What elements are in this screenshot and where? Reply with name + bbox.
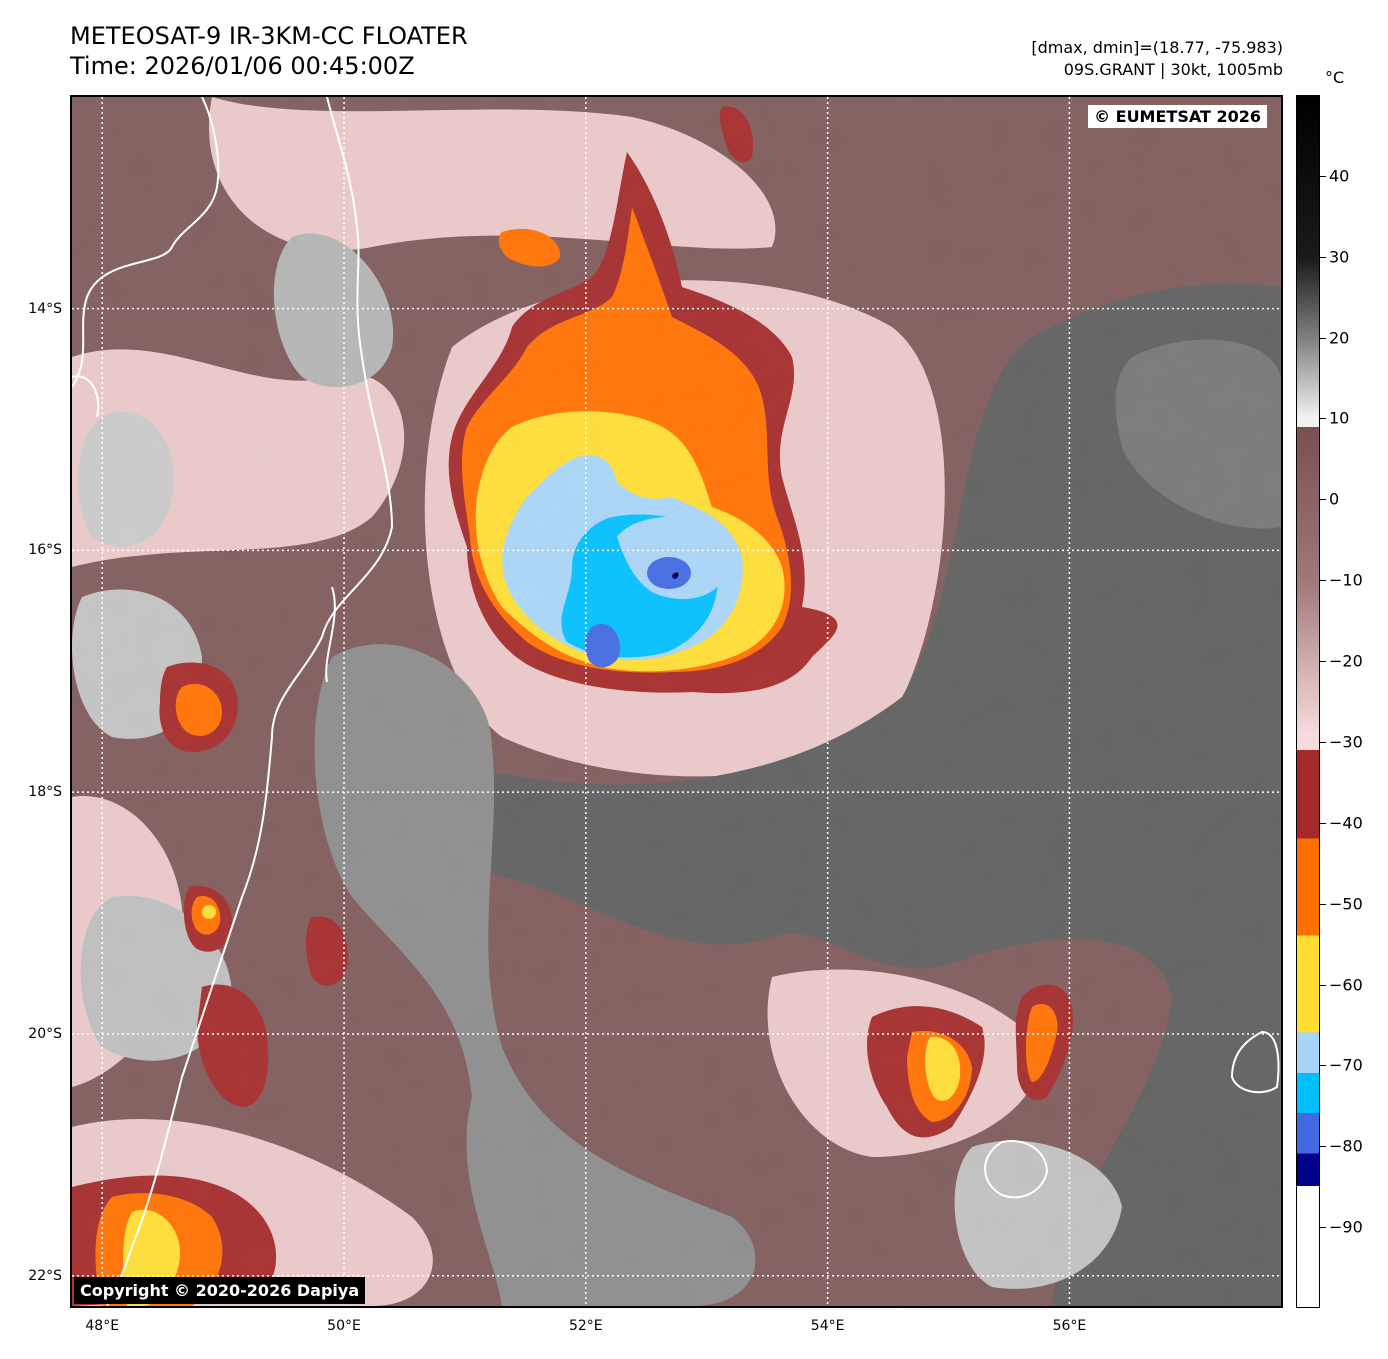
colorbar-tick	[1320, 337, 1326, 339]
dapiya-credit: Copyright © 2020-2026 Dapiya	[74, 1277, 366, 1304]
colorbar-tick	[1320, 418, 1326, 420]
colorbar-tick	[1320, 1227, 1326, 1229]
eumetsat-credit: © EUMETSAT 2026	[1088, 105, 1267, 128]
colorbar-tick-label: 10	[1329, 408, 1350, 428]
colorbar-tick	[1320, 1146, 1326, 1148]
colorbar-tick-label: −50	[1329, 894, 1363, 914]
colorbar-tick-label: −90	[1329, 1217, 1363, 1237]
colorbar-tick	[1320, 903, 1326, 905]
colorbar-tick	[1320, 741, 1326, 743]
colorbar-tick	[1320, 984, 1326, 986]
colorbar	[1296, 95, 1320, 1308]
colorbar-tick-label: −80	[1329, 1136, 1363, 1156]
longitude-label: 52°E	[568, 1318, 603, 1334]
colorbar-tick-label: −20	[1329, 651, 1363, 671]
longitude-label: 54°E	[810, 1318, 845, 1334]
latitude-label: 22°S	[28, 1267, 62, 1284]
longitude-label: 48°E	[85, 1318, 120, 1334]
colorbar-tick-label: −70	[1329, 1055, 1363, 1075]
longitude-label: 50°E	[327, 1318, 361, 1334]
colorbar-tick	[1320, 1065, 1326, 1067]
colorbar-tick-label: 30	[1329, 247, 1350, 267]
latitude-label: 18°S	[28, 784, 62, 801]
colorbar-tick-label: −30	[1329, 732, 1363, 752]
colorbar-tick-label: −40	[1329, 813, 1363, 833]
colorbar-tick-label: 40	[1329, 166, 1350, 186]
colorbar-tick	[1320, 580, 1326, 582]
colorbar-tick-label: −10	[1329, 570, 1363, 590]
gridlines	[72, 97, 1281, 1306]
colorbar-tick	[1320, 822, 1326, 824]
longitude-label: 56°E	[1052, 1318, 1087, 1334]
coastline	[72, 97, 1280, 1306]
latitude-label: 16°S	[28, 542, 62, 559]
colorbar-tick	[1320, 499, 1326, 501]
colorbar-unit: °C	[1325, 68, 1345, 87]
title-satellite: METEOSAT-9 IR-3KM-CC FLOATER	[70, 22, 468, 50]
storm-info-label: 09S.GRANT | 30kt, 1005mb	[1063, 60, 1283, 79]
data-range-label: [dmax, dmin]=(18.77, -75.983)	[1031, 38, 1283, 57]
satellite-map[interactable]: © EUMETSAT 2026 Copyright © 2020-2026 Da…	[70, 95, 1283, 1308]
map-canvas	[72, 97, 1281, 1306]
colorbar-tick-label: 0	[1329, 489, 1340, 509]
storm-center-marker	[674, 572, 679, 577]
cloud-texture	[72, 97, 1281, 1306]
colorbar-tick-label: 20	[1329, 328, 1350, 348]
latitude-label: 14°S	[28, 300, 62, 317]
colorbar-tick	[1320, 661, 1326, 663]
title-time: Time: 2026/01/06 00:45:00Z	[70, 52, 415, 80]
latitude-label: 20°S	[28, 1025, 62, 1042]
colorbar-tick	[1320, 256, 1326, 258]
colorbar-tick	[1320, 175, 1326, 177]
colorbar-tick-label: −60	[1329, 975, 1363, 995]
